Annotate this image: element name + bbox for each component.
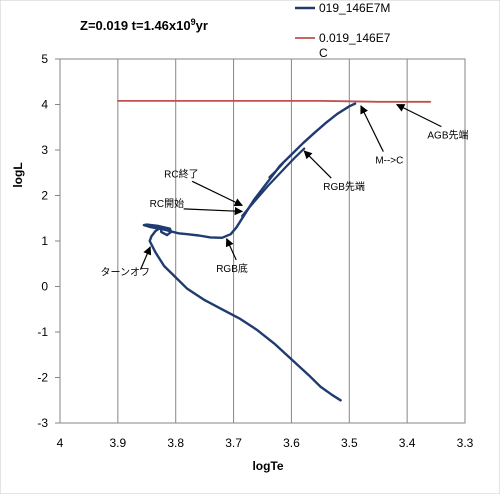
x-tick-label: 3.6 [283,436,300,450]
legend-label-2: 0.019_146E7 [319,31,391,45]
y-tick-label: -1 [37,325,48,339]
chart-title: Z=0.019 t=1.46x109yr [80,17,208,33]
x-tick-label: 3.7 [225,436,242,450]
x-tick-label: 3.5 [341,436,358,450]
legend-label-2: C [319,46,328,60]
annotation-arrow [225,237,237,261]
annotation-label: ターンオフ [101,267,151,279]
x-tick-label: 4 [57,436,64,450]
y-axis-label: logL [11,162,25,187]
annotation-label: RC終了 [164,167,198,180]
series-branch-1 [241,147,306,218]
annotation-label: M-->C [375,156,403,167]
annotation-arrow [183,206,244,216]
annotation-label: RGB底 [216,262,248,275]
x-tick-label: 3.4 [399,436,416,450]
y-tick-label: 5 [41,52,48,66]
x-tick-label: 3.8 [167,436,184,450]
y-tick-label: 2 [41,189,48,203]
annotation-label: AGB先端 [427,129,468,142]
annotation-arrow [395,103,442,128]
legend-label-1: 019_146E7M [319,1,390,15]
y-tick-label: 1 [41,234,48,248]
series-line-2 [117,100,432,103]
annotation-arrow [139,246,152,270]
x-axis-ticks: 4 3.9 3.8 3.7 3.6 3.5 3.4 3.3 [57,436,474,450]
series-line-1 [142,102,357,402]
annotation-arrow [360,105,384,152]
y-axis-ticks: 5 4 3 2 1 0 -1 -2 -3 [37,52,60,430]
x-tick-label: 3.9 [110,436,127,450]
annotation-arrow [303,150,332,179]
x-axis-label: logTe [252,459,283,473]
annotation-arrow [191,180,244,207]
grid-lines [117,59,408,423]
y-tick-label: -2 [37,371,48,385]
y-tick-label: 0 [41,280,48,294]
annotation-label: RGB先端 [323,180,365,193]
annotation-label: RC開始 [150,197,184,210]
x-tick-label: 3.3 [457,436,474,450]
y-tick-label: -3 [37,416,48,430]
series-branch-2 [268,162,284,179]
y-tick-label: 4 [41,98,48,112]
y-tick-label: 3 [41,143,48,157]
series-lines [117,100,432,402]
